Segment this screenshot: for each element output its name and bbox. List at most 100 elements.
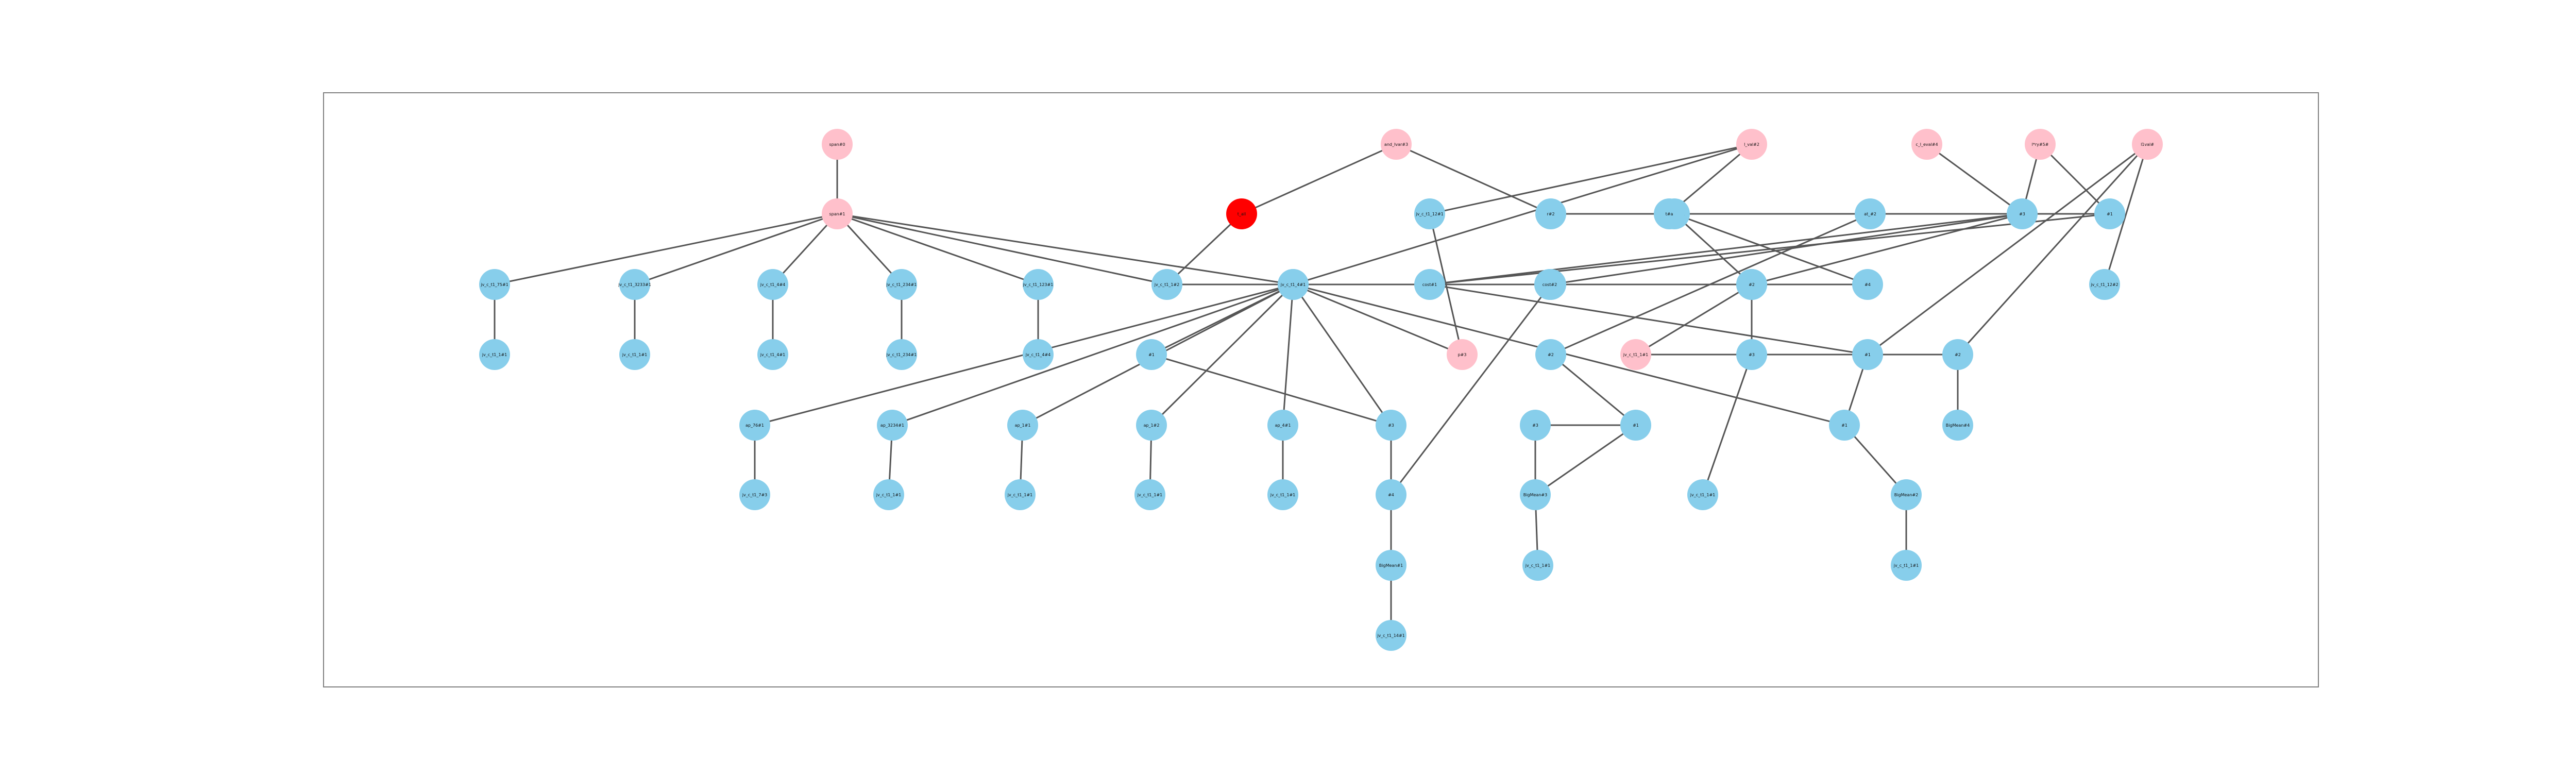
- node-circle: [479, 339, 510, 370]
- node-circle: [1687, 479, 1718, 510]
- node-circle: [1381, 129, 1412, 160]
- node-circle: [2094, 198, 2125, 229]
- node-label: jv_c_t1_1#1: [1893, 563, 1919, 568]
- node-circle: [886, 339, 917, 370]
- graph-node: jv_c_t1_234#1: [886, 269, 917, 300]
- node-circle: [1520, 479, 1551, 510]
- graph-node: #3: [2007, 198, 2038, 229]
- node-label: #4: [1388, 493, 1394, 497]
- graph-node: jv_c_t1_1#1: [1620, 339, 1651, 370]
- node-circle: [1534, 269, 1565, 300]
- node-circle: [1654, 198, 1685, 229]
- edge-N2-N14: [494, 213, 838, 285]
- node-label: BigMean#2: [1894, 493, 1918, 497]
- node-label: jv_c_t1_4#4: [1025, 352, 1050, 357]
- node-label: #3: [1388, 423, 1394, 428]
- node-label: span#1: [829, 212, 845, 216]
- node-circle: [1852, 339, 1883, 370]
- graph-node: cost#1: [1414, 269, 1445, 300]
- edge-N7-N48: [1957, 143, 2148, 356]
- node-circle: [1852, 269, 1883, 300]
- graph-node: #3: [1376, 410, 1406, 441]
- node-label: cost#1: [1422, 282, 1437, 287]
- edge-N22-N37: [1429, 283, 1868, 356]
- graph-node: p#3: [1447, 339, 1478, 370]
- node-label: #1: [1148, 352, 1155, 357]
- node-label: jv_c_t1_14#1: [1377, 633, 1405, 638]
- node-label: jv_c_t1_12#1: [1415, 212, 1444, 216]
- node-circle: [2007, 198, 2038, 229]
- node-label: BigMean#4: [1946, 423, 1970, 428]
- node-circle: [1005, 479, 1036, 510]
- graph-node: ap_1#2: [1136, 410, 1167, 441]
- graph-node: jv_c_t1_75#1: [479, 269, 510, 300]
- graph-node: jv_c_t1_1#1: [1891, 550, 1922, 581]
- graph-node: BigMean#4: [1942, 410, 1973, 441]
- graph-node: #3: [1520, 410, 1551, 441]
- edge-N2-N21: [837, 213, 1294, 285]
- node-label: jv_c_t1_1#1: [1270, 493, 1295, 497]
- graph-node: l_val#2: [1736, 129, 1767, 160]
- node-label: #1: [2107, 212, 2113, 216]
- graph-node: jv_c_t1_1#1: [1522, 550, 1553, 581]
- edge-N12-N25: [1751, 213, 2023, 285]
- node-circle: [1736, 339, 1767, 370]
- node-label: jv_c_t1_1#1: [622, 352, 647, 357]
- node-circle: [1267, 410, 1298, 441]
- graph-node: jv_c_t1_4#1: [757, 339, 788, 370]
- node-circle: [1267, 479, 1298, 510]
- node-circle: [1136, 410, 1167, 441]
- node-circle: [1023, 339, 1054, 370]
- node-label: jv_c_t1_123#1: [1023, 282, 1054, 287]
- node-circle: [1942, 410, 1973, 441]
- node-label: jv_c_t1_7#3: [742, 493, 767, 497]
- node-label: t_all: [1238, 212, 1246, 216]
- graph-node: #3: [1736, 339, 1767, 370]
- edge-N8-N3: [1241, 143, 1397, 215]
- node-circle: [1136, 339, 1167, 370]
- node-circle: [1414, 269, 1445, 300]
- graph-node: #1: [2094, 198, 2125, 229]
- edge-N49-N58: [1843, 425, 1907, 495]
- graph-node: #1: [1852, 339, 1883, 370]
- node-circle: [1522, 550, 1553, 581]
- graph-node: jv_c_t1_123#1: [1023, 269, 1054, 300]
- graph-node: jv_c_t1_12#2: [2089, 269, 2120, 300]
- node-circle: [619, 269, 650, 300]
- edge-N7-N40: [2104, 144, 2148, 285]
- node-label: ap_3234#1: [880, 423, 904, 428]
- graph-node: jv_c_t1_4#4: [1023, 339, 1054, 370]
- graph-node: jv_c_t1_1#1: [1005, 479, 1036, 510]
- node-circle: [1535, 339, 1566, 370]
- edge-N24-N47: [1390, 284, 1552, 495]
- node-circle: [1911, 129, 1942, 160]
- graph-node: BigMean#1: [1376, 550, 1406, 581]
- node-circle: [1535, 198, 1566, 229]
- node-circle: [2025, 129, 2056, 160]
- node-circle: [1376, 410, 1406, 441]
- node-circle: [1942, 339, 1973, 370]
- graph-node: c_l_eval#4: [1911, 129, 1942, 160]
- node-label: #2: [1955, 352, 1961, 357]
- graph-node: and_Ivar#3: [1381, 129, 1412, 160]
- node-label: #2: [1548, 352, 1554, 357]
- graph-node: ap_4#1: [1267, 410, 1298, 441]
- node-circle: [877, 410, 908, 441]
- graph-node: t_all: [1226, 198, 1257, 229]
- node-circle: [1414, 198, 1445, 229]
- node-circle: [1007, 410, 1038, 441]
- plot-frame: [323, 92, 2319, 687]
- graph-node: ap_76#1: [739, 410, 770, 441]
- graph-node: ap_3234#1: [877, 410, 908, 441]
- node-circle: [1376, 550, 1406, 581]
- edge-N12-N22: [1429, 213, 2023, 285]
- graph-node: t#a: [1654, 198, 1685, 229]
- node-label: jv_c_t1_1#1: [1137, 493, 1162, 497]
- node-label: ap_1#2: [1144, 423, 1160, 428]
- graph-node: cost#2: [1534, 269, 1565, 300]
- edge-N21-N44: [1150, 283, 1294, 426]
- node-circle: [1376, 620, 1406, 651]
- node-label: ap_1#1: [1015, 423, 1031, 428]
- graph-node: jv_c_t1_1#1: [479, 339, 510, 370]
- node-label: #3: [1532, 423, 1538, 428]
